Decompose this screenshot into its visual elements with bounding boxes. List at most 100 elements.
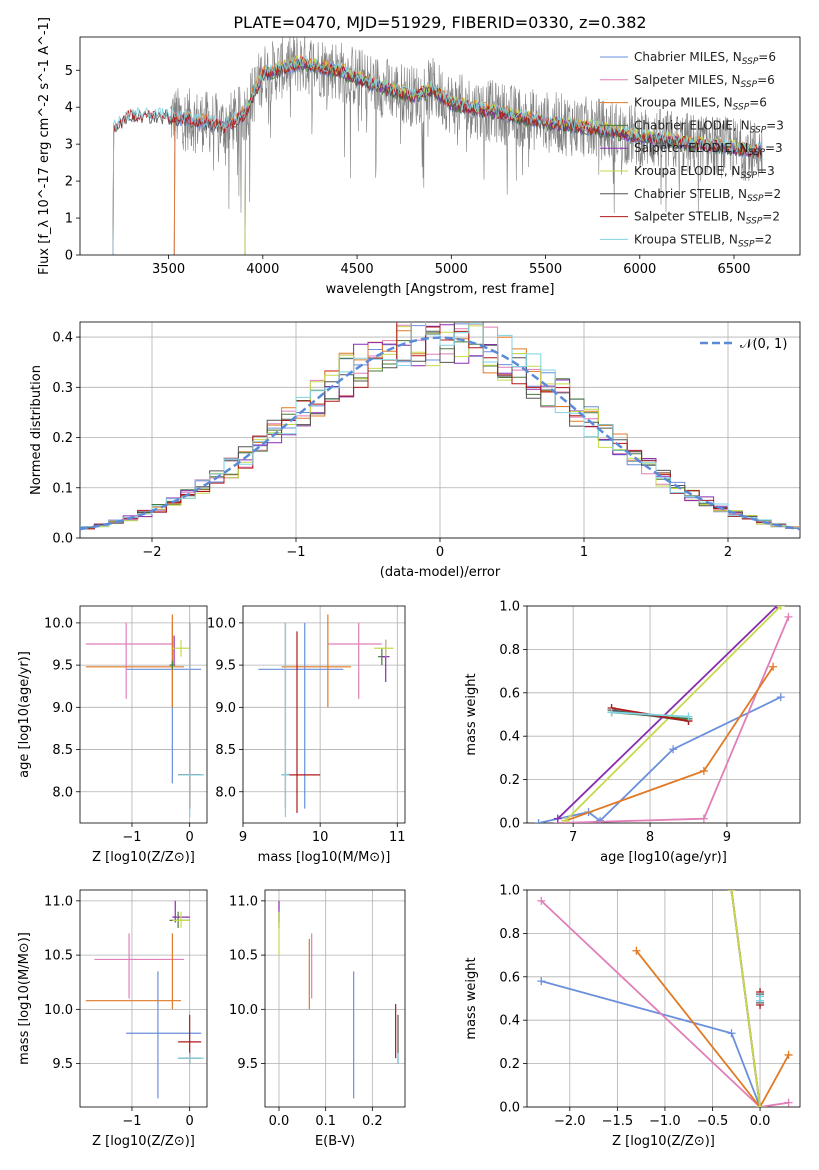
- marker-plus: [727, 890, 736, 894]
- x-tick-label: −1: [122, 1114, 141, 1129]
- weight-line-salpeter-miles: [540, 900, 789, 1107]
- marker-plus: [784, 612, 793, 621]
- y-tick-label: 9.5: [237, 1057, 258, 1072]
- x-tick-label: 3500: [152, 262, 185, 277]
- weight-line-kroupa-miles: [635, 950, 790, 1107]
- marker-plus: [537, 896, 546, 905]
- x-tick-label: 0.0: [269, 1114, 290, 1129]
- y-tick-label: 11.0: [229, 894, 258, 909]
- y-tick-label: 0.8: [499, 643, 520, 658]
- x-axis-label: E(B-V): [315, 1134, 355, 1149]
- normal-curve: [80, 336, 800, 531]
- marker-plus: [561, 816, 570, 823]
- x-axis-label: Z [log10(Z/Z⊙)]: [92, 1134, 195, 1149]
- y-tick-label: 8.0: [215, 785, 236, 800]
- x-tick-label: 9: [239, 830, 247, 845]
- x-tick-label: −0.5: [697, 1114, 729, 1129]
- weight-line-kroupa-miles: [565, 666, 774, 822]
- y-axis-label: mass weight: [464, 957, 479, 1039]
- legend-entry: Salpeter ELODIE, NSSP=3: [634, 141, 783, 158]
- x-axis-label: Z [log10(Z/Z⊙)]: [612, 1134, 715, 1149]
- x-tick-label: 9: [723, 830, 731, 845]
- y-tick-label: 0: [65, 249, 73, 264]
- figure-title: PLATE=0470, MJD=51929, FIBERID=0330, z=0…: [233, 13, 646, 32]
- y-tick-label: 0.0: [52, 532, 73, 547]
- marker-plus: [784, 1098, 793, 1107]
- y-tick-label: 9.5: [52, 1057, 73, 1072]
- y-tick-label: 8.5: [215, 743, 236, 758]
- y-tick-label: 0.4: [52, 331, 73, 346]
- residuals-panel: −2 −1 0 1 2 0.0 0.1 0.2 0.3 0.4 (data-model)/error…: [29, 321, 801, 580]
- y-tick-label: 8.5: [52, 743, 73, 758]
- weight-line-chabrier-miles: [541, 980, 761, 1107]
- axes-frame: [526, 605, 801, 824]
- age-weight-panel: 7 8 9 0.0 0.2 0.4 0.6 0.8 1.0 age [log10(age/yr)]…: [464, 600, 801, 865]
- x-tick-label: 5500: [529, 262, 562, 277]
- y-tick-label: 9.5: [52, 659, 73, 674]
- axes-frame: [264, 889, 406, 1108]
- legend-entry: 𝒩(0, 1): [740, 337, 787, 352]
- weight-line-kroupa-stelib: [611, 711, 689, 718]
- x-tick-label: 4000: [246, 262, 279, 277]
- y-tick-label: 0.2: [499, 773, 520, 788]
- y-tick-label: 9.0: [52, 701, 73, 716]
- error-bars: [258, 614, 394, 818]
- y-tick-label: 0.0: [499, 1101, 520, 1116]
- weight-line-kroupa-elodie: [564, 606, 782, 822]
- marker-plus: [756, 996, 765, 1005]
- x-tick-label: 6000: [623, 262, 656, 277]
- y-tick-label: 0.1: [52, 481, 73, 496]
- y-tick-label: 0.4: [499, 1014, 520, 1029]
- x-tick-label: 0: [186, 830, 194, 845]
- y-tick-label: 5: [65, 64, 73, 79]
- x-tick-label: 0.0: [750, 1114, 771, 1129]
- x-tick-label: 8: [646, 830, 654, 845]
- y-tick-label: 0.2: [499, 1057, 520, 1072]
- marker-plus: [699, 766, 708, 775]
- x-tick-label: 2: [724, 545, 732, 560]
- x-axis-label: age [log10(age/yr)]: [600, 850, 727, 865]
- y-tick-label: 0.2: [52, 431, 73, 446]
- y-tick-label: 0.3: [52, 381, 73, 396]
- y-tick-label: 1.0: [499, 884, 520, 899]
- spectrum-panel: 3500 4000 4500 5000 5500 6000 6500 0 1 2 3 4 5 wavele…: [37, 17, 801, 297]
- y-tick-label: 10.0: [207, 616, 236, 631]
- x-axis-label: (data-model)/error: [380, 565, 501, 580]
- y-tick-label: 8.0: [52, 785, 73, 800]
- axes-frame: [79, 889, 208, 1108]
- x-tick-label: 5000: [435, 262, 468, 277]
- weight-lines: [537, 890, 793, 1107]
- marker-plus: [727, 1029, 736, 1038]
- y-tick-label: 1: [65, 212, 73, 227]
- y-tick-label: 0.8: [499, 927, 520, 942]
- error-bars: [85, 900, 205, 1099]
- y-tick-label: 10.0: [229, 1003, 258, 1018]
- x-axis-label: mass [log10(M/M⊙)]: [258, 850, 391, 865]
- y-tick-label: 11.0: [44, 894, 73, 909]
- model-line-kroupa-stelib: [112, 54, 763, 255]
- marker-plus: [534, 819, 543, 823]
- marker-plus: [537, 977, 546, 986]
- y-tick-label: 10.5: [229, 949, 258, 964]
- weight-line-kroupa-elodie: [730, 890, 761, 1107]
- marker-plus: [784, 1050, 793, 1059]
- x-tick-label: −1: [286, 545, 305, 560]
- x-tick-label: 0.1: [315, 1114, 336, 1129]
- y-tick-label: 9.0: [215, 701, 236, 716]
- z-weight-panel: −2.0 −1.5 −1.0 −0.5 0.0 0.0 0.2 0.4 0.6 0.8 1.0 Z […: [464, 884, 801, 1149]
- ebv-mass-panel: 0.0 0.1 0.2 9.5 10.0 10.5 11.0 E(B-V): [229, 889, 406, 1149]
- error-bars: [85, 614, 205, 818]
- x-tick-label: −1.5: [602, 1114, 634, 1129]
- data-spectrum-line: [170, 37, 763, 214]
- x-tick-label: −2: [142, 545, 161, 560]
- spectrum-plot-area: [112, 37, 763, 255]
- x-tick-label: 1: [580, 545, 588, 560]
- marker-plus: [632, 946, 641, 955]
- weight-line-salpeter-miles: [557, 616, 790, 823]
- x-tick-label: −1.0: [649, 1114, 681, 1129]
- marker-plus: [553, 814, 562, 823]
- x-tick-label: 0: [186, 1114, 194, 1129]
- y-axis-label: Normed distribution: [29, 365, 44, 495]
- legend-entry: Chabrier ELODIE, NSSP=3: [634, 118, 784, 135]
